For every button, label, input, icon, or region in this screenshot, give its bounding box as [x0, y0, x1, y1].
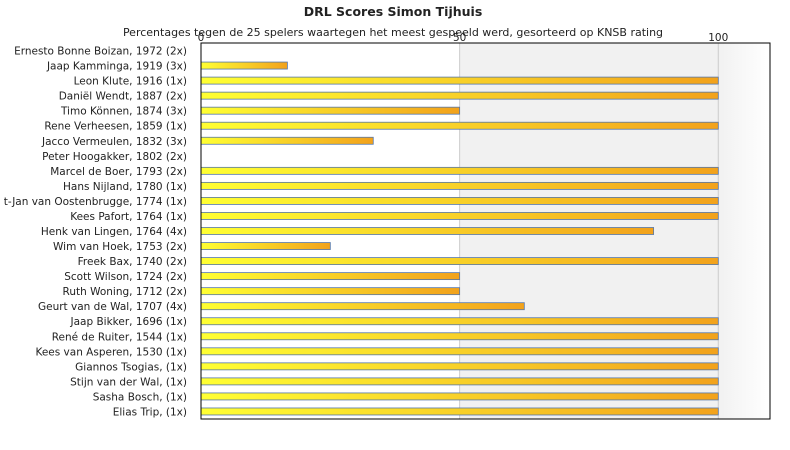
bar	[200, 212, 719, 220]
bar	[200, 61, 288, 70]
bar	[200, 227, 655, 235]
band-100-110	[718, 43, 770, 419]
category-label: Jaap Kamminga, 1919 (3x)	[46, 61, 187, 73]
bar	[200, 257, 719, 265]
chart-title: DRL Scores Simon Tijhuis	[304, 4, 483, 19]
category-label: Marcel de Boer, 1793 (2x)	[50, 166, 187, 178]
category-label: Hans Nijland, 1780 (1x)	[63, 181, 187, 193]
category-label: Elias Trip, (1x)	[113, 406, 187, 418]
x-tick-label: 50	[453, 32, 466, 44]
bar	[200, 302, 525, 311]
bar	[200, 121, 719, 130]
category-label: Peter Hoogakker, 1802 (2x)	[42, 151, 187, 163]
category-label: Jaap Bikker, 1696 (1x)	[70, 316, 187, 328]
category-label: Geurt van de Wal, 1707 (4x)	[38, 301, 187, 313]
category-labels: Ernesto Bonne Boizan, 1972 (2x) Jaap Kamm…	[4, 46, 187, 419]
chart-subtitle: Percentages tegen de 25 spelers waartege…	[123, 26, 663, 39]
bar	[200, 392, 719, 401]
category-label: Daniël Wendt, 1887 (2x)	[59, 91, 187, 103]
plot-frame	[200, 42, 771, 420]
category-label: Kees Pafort, 1764 (1x)	[70, 211, 187, 223]
bar	[200, 197, 719, 205]
bar	[200, 106, 461, 115]
bar	[200, 407, 719, 416]
bar	[200, 136, 374, 145]
category-label: Henk van Lingen, 1764 (4x)	[41, 226, 187, 238]
bar	[200, 347, 719, 356]
category-label: Timo Können, 1874 (3x)	[60, 106, 187, 118]
category-label: Ruth Woning, 1712 (2x)	[63, 286, 188, 298]
category-label: René de Ruiter, 1544 (1x)	[52, 331, 187, 343]
bar	[200, 317, 719, 326]
x-axis-ticks: 0 50 100	[198, 32, 729, 44]
bar	[200, 362, 719, 371]
category-label: Freek Bax, 1740 (2x)	[78, 256, 187, 268]
bar	[200, 287, 461, 296]
bar	[200, 91, 719, 100]
bar	[200, 76, 719, 85]
bar	[200, 181, 719, 190]
bar	[200, 332, 719, 341]
category-label: Ernesto Bonne Boizan, 1972 (2x)	[14, 46, 187, 58]
category-label: Scott Wilson, 1724 (2x)	[64, 271, 187, 283]
category-label: Jacco Vermeulen, 1832 (3x)	[41, 136, 187, 148]
x-tick-label: 100	[708, 32, 728, 44]
category-label: t-Jan van Oostenbrugge, 1774 (1x)	[4, 196, 187, 208]
category-label: Rene Verheesen, 1859 (1x)	[44, 121, 187, 133]
category-label: Kees van Asperen, 1530 (1x)	[35, 346, 187, 358]
bar	[200, 242, 331, 250]
bar	[200, 166, 719, 175]
bar	[200, 377, 719, 386]
category-label: Leon Klute, 1916 (1x)	[74, 76, 187, 88]
category-label: Wim van Hoek, 1753 (2x)	[53, 241, 187, 253]
category-label: Stijn van der Wal, (1x)	[70, 376, 187, 388]
bar	[200, 272, 461, 281]
x-tick-label: 0	[198, 32, 205, 44]
category-label: Sasha Bosch, (1x)	[93, 391, 187, 403]
category-label: Giannos Tsogias, (1x)	[75, 361, 187, 373]
